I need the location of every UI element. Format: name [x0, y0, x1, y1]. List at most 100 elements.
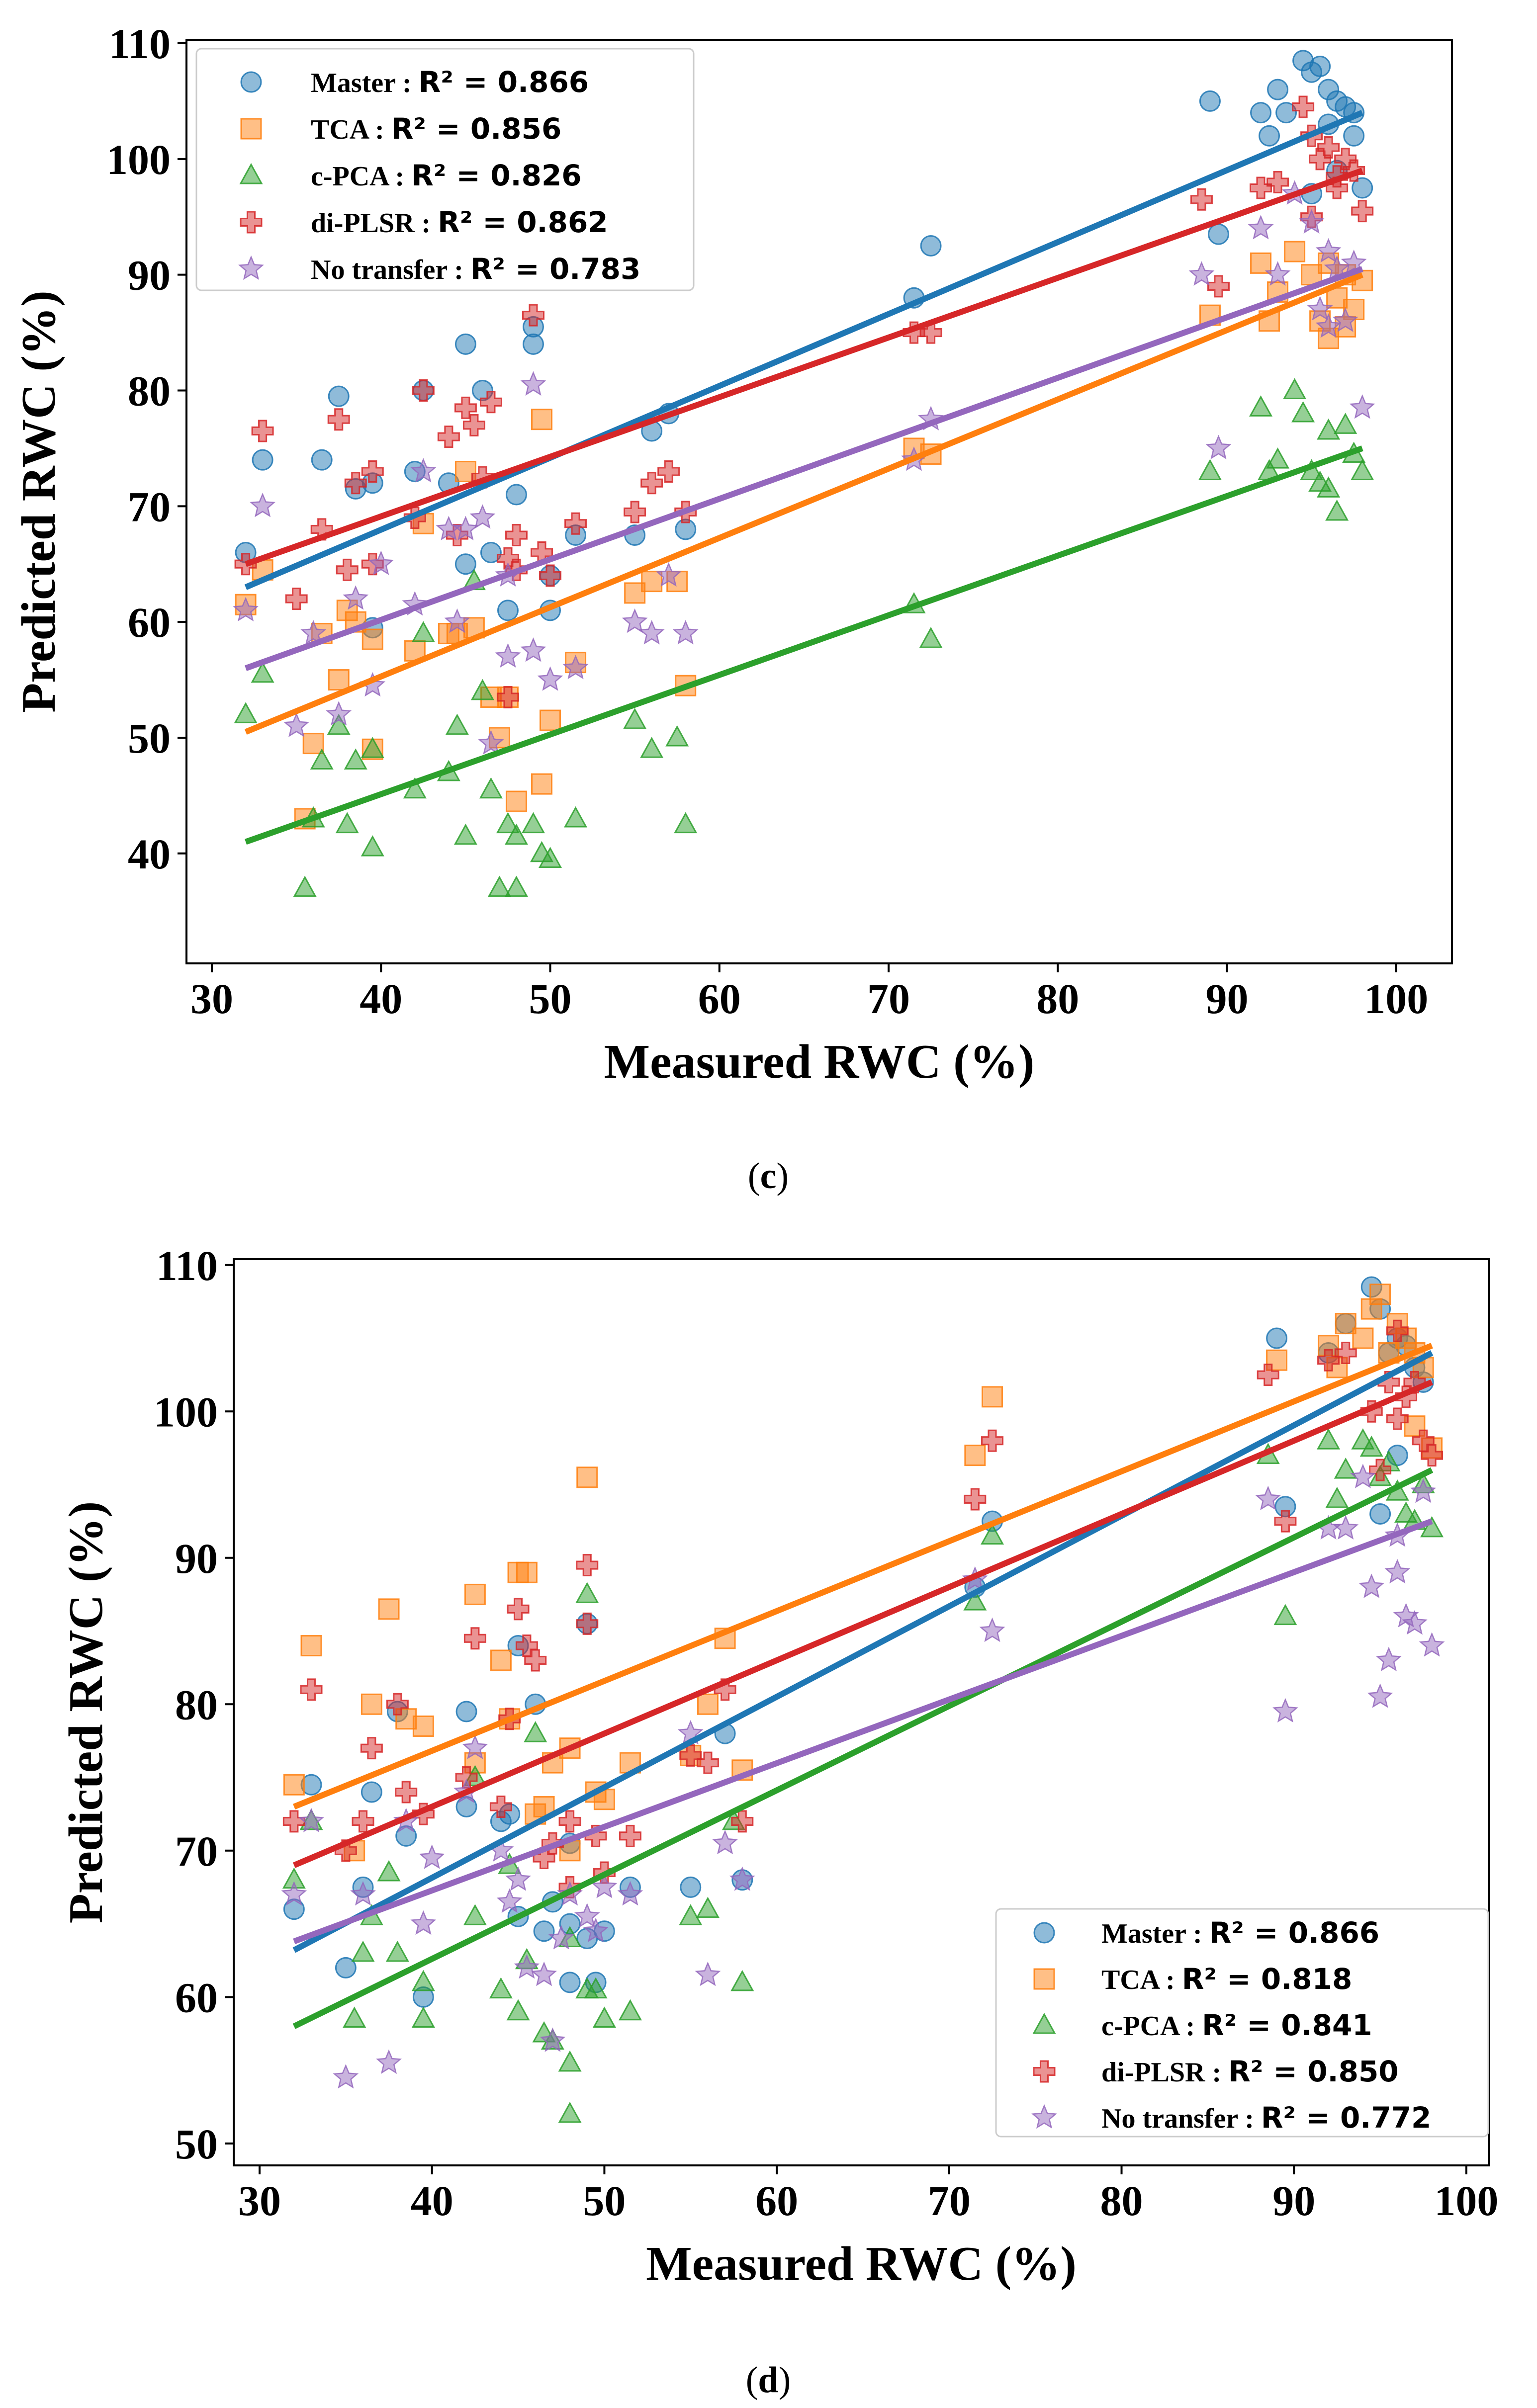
legend-r2-value: R² = 0.850 — [1228, 2055, 1399, 2088]
data-point — [487, 875, 511, 897]
legend-label: TCA : R² = 0.818 — [1101, 1962, 1352, 1996]
data-point — [520, 637, 546, 662]
x-tick-label: 70 — [867, 975, 910, 1023]
data-point — [463, 1627, 486, 1650]
series-tca — [235, 241, 1373, 830]
data-point — [655, 562, 682, 587]
data-point — [1421, 1444, 1444, 1467]
data-point — [496, 812, 520, 834]
legend-label: di-PLSR : R² = 0.862 — [311, 205, 608, 239]
data-point — [1410, 1478, 1437, 1503]
data-point — [411, 621, 435, 642]
data-point — [558, 2050, 582, 2072]
data-point — [1291, 401, 1315, 423]
data-point — [591, 1874, 618, 1898]
data-point — [679, 1744, 702, 1767]
data-point — [540, 2027, 566, 2052]
data-point — [489, 1795, 512, 1818]
data-point — [548, 1925, 574, 1950]
data-point — [1350, 1463, 1376, 1488]
y-tick-label: 70 — [128, 483, 171, 530]
data-point — [1334, 1341, 1357, 1364]
legend-item: c-PCA : R² = 0.826 — [239, 159, 582, 192]
legend-label: No transfer : R² = 0.783 — [311, 252, 640, 286]
fit-line-master — [244, 110, 1364, 590]
data-point — [1352, 1327, 1374, 1349]
data-point — [478, 730, 504, 755]
data-point — [251, 420, 274, 442]
plot-area — [233, 50, 1375, 897]
y-tick-label: 90 — [128, 252, 171, 299]
series-di-plsr — [282, 1319, 1444, 1898]
data-point — [524, 1649, 547, 1672]
data-point — [1259, 125, 1280, 147]
data-point — [343, 585, 369, 610]
x-tick-label: 50 — [583, 2177, 626, 2225]
data-point — [1349, 394, 1375, 419]
data-point — [410, 1910, 437, 1935]
data-point — [326, 701, 352, 726]
data-point — [496, 1888, 523, 1913]
data-point — [361, 1781, 382, 1803]
data-point — [964, 1445, 986, 1466]
legend-marker — [1033, 2060, 1056, 2083]
legend-r2-value: R² = 0.841 — [1202, 2008, 1372, 2042]
data-point — [378, 1598, 400, 1620]
data-point — [1199, 90, 1221, 112]
y-tick-label: 110 — [109, 20, 171, 68]
data-point — [1255, 1485, 1281, 1511]
data-point — [350, 1881, 376, 1906]
x-tick-label: 80 — [1100, 2177, 1143, 2225]
data-point — [497, 600, 519, 621]
data-point — [617, 1881, 643, 1906]
legend-label: c-PCA : R² = 0.826 — [311, 159, 582, 192]
series-master — [235, 50, 1373, 639]
data-point — [403, 777, 427, 799]
data-point — [576, 1554, 599, 1577]
data-point — [1309, 148, 1332, 171]
data-point — [584, 1977, 608, 1999]
data-point — [1317, 136, 1340, 159]
x-axis-title: Measured RWC (%) — [646, 2237, 1077, 2291]
data-point — [344, 748, 367, 770]
data-point — [575, 1582, 599, 1603]
data-point — [1317, 1428, 1341, 1450]
data-point — [454, 333, 476, 355]
x-tick-label: 70 — [928, 2177, 971, 2225]
data-point — [963, 1589, 987, 1611]
y-tick-label: 60 — [175, 1974, 218, 2021]
data-point — [454, 553, 476, 575]
data-point — [283, 1774, 305, 1796]
data-point — [641, 571, 663, 593]
data-point — [1332, 307, 1358, 332]
data-point — [559, 1972, 581, 1993]
x-tick-label: 90 — [1205, 975, 1248, 1023]
data-point — [1248, 215, 1274, 240]
data-point — [444, 608, 470, 633]
data-point — [1334, 413, 1357, 434]
data-point — [412, 379, 435, 402]
data-point — [981, 1429, 1003, 1452]
data-point — [531, 773, 553, 795]
data-point — [328, 669, 350, 691]
data-point — [293, 875, 317, 897]
data-point — [576, 1612, 599, 1635]
fit-line-no-transfer — [245, 266, 1363, 671]
data-point — [1369, 1284, 1391, 1305]
legend-marker — [240, 118, 262, 140]
fit-line-tca — [293, 1343, 1433, 1810]
legend-label: No transfer : R² = 0.772 — [1101, 2101, 1431, 2135]
x-tick-label: 90 — [1272, 2177, 1315, 2225]
data-point — [533, 1920, 555, 1942]
data-point — [558, 2101, 582, 2123]
data-point — [411, 2006, 435, 2028]
data-point — [489, 1977, 513, 1999]
fit-line-di-plsr — [293, 1379, 1433, 1868]
data-point — [729, 1866, 755, 1891]
data-point — [1386, 1319, 1409, 1342]
legend-item: Master : R² = 0.866 — [1033, 1916, 1379, 1950]
legend-r2-value: R² = 0.862 — [438, 205, 608, 239]
data-point — [445, 713, 469, 735]
data-point — [1315, 313, 1342, 338]
legend-item: No transfer : R² = 0.783 — [238, 252, 640, 286]
